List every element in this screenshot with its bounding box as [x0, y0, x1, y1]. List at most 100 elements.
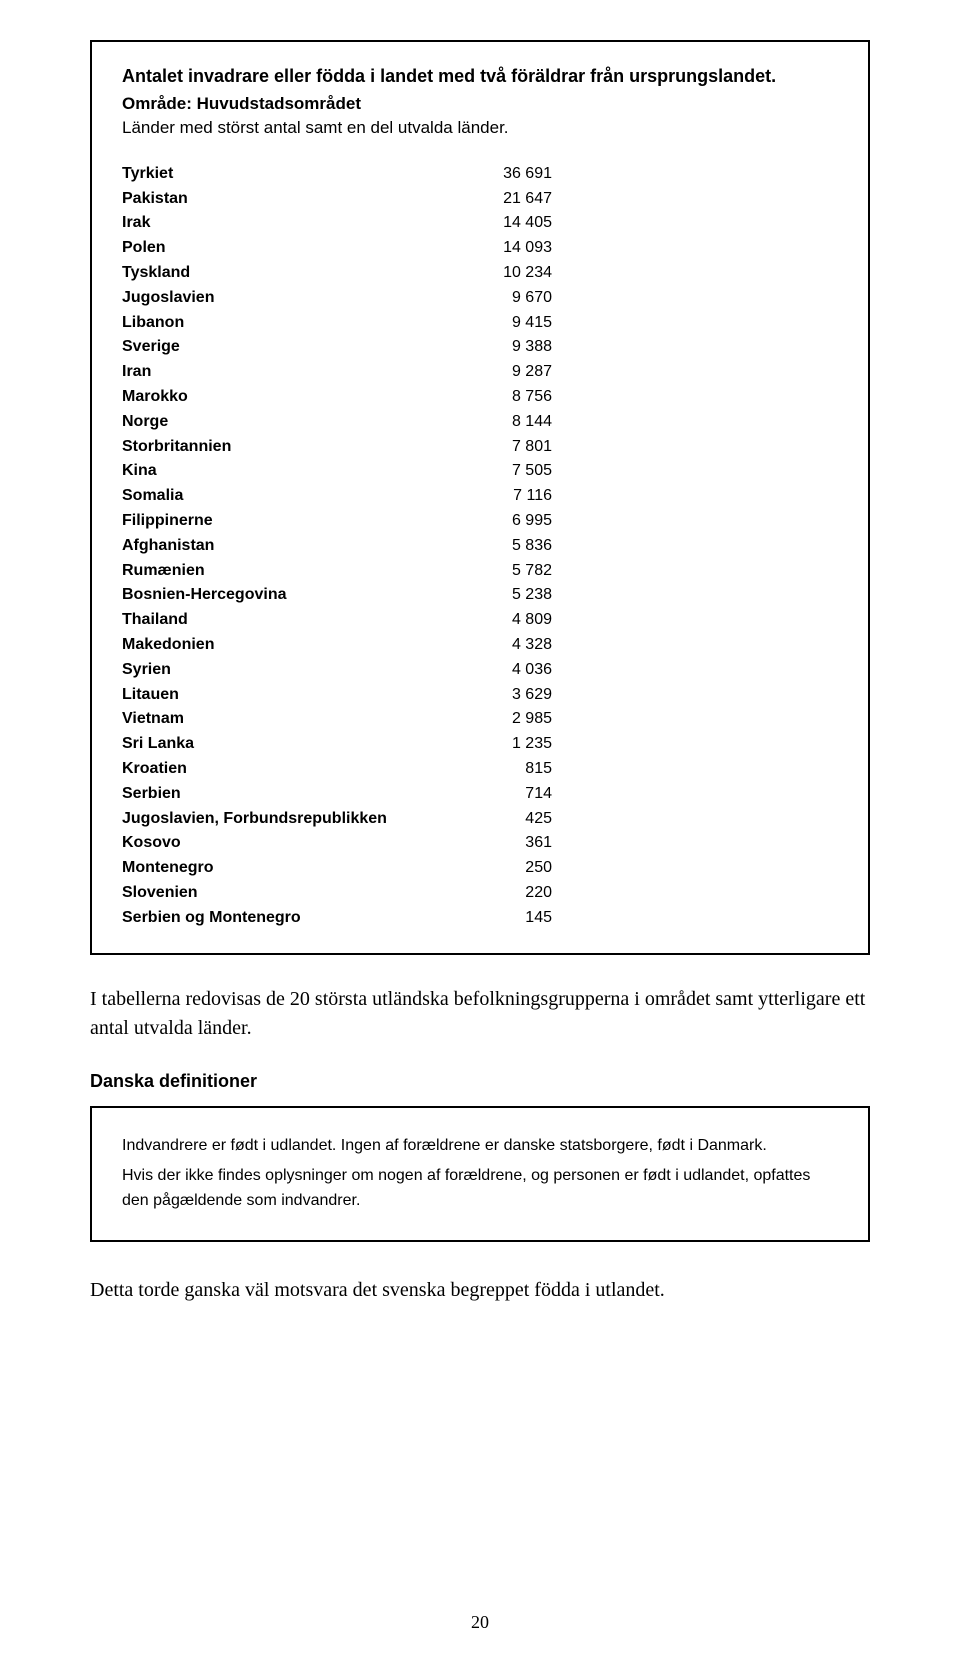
country-value: 4 809 — [462, 608, 552, 633]
table-row: Afghanistan5 836 — [122, 534, 838, 559]
table-row: Norge8 144 — [122, 410, 838, 435]
country-value: 9 415 — [462, 311, 552, 336]
section-heading-definitions: Danska definitioner — [90, 1071, 870, 1092]
country-value: 7 801 — [462, 435, 552, 460]
country-value: 8 756 — [462, 385, 552, 410]
table-row: Serbien714 — [122, 782, 838, 807]
box-subheading-area: Område: Huvudstadsområdet — [122, 92, 838, 116]
table-row: Pakistan21 647 — [122, 187, 838, 212]
country-label: Filippinerne — [122, 509, 462, 534]
table-row: Litauen3 629 — [122, 683, 838, 708]
country-label: Makedonien — [122, 633, 462, 658]
country-label: Storbritannien — [122, 435, 462, 460]
country-label: Serbien og Montenegro — [122, 906, 462, 931]
country-value: 815 — [462, 757, 552, 782]
country-label: Kosovo — [122, 831, 462, 856]
country-label: Iran — [122, 360, 462, 385]
page: Antalet invadrare eller födda i landet m… — [0, 0, 960, 1657]
country-label: Polen — [122, 236, 462, 261]
country-label: Jugoslavien — [122, 286, 462, 311]
table-row: Storbritannien7 801 — [122, 435, 838, 460]
table-row: Tyskland10 234 — [122, 261, 838, 286]
country-label: Afghanistan — [122, 534, 462, 559]
country-value: 5 782 — [462, 559, 552, 584]
country-label: Bosnien-Hercegovina — [122, 583, 462, 608]
country-label: Thailand — [122, 608, 462, 633]
country-value: 5 238 — [462, 583, 552, 608]
country-label: Serbien — [122, 782, 462, 807]
country-value: 6 995 — [462, 509, 552, 534]
box-heading: Antalet invadrare eller födda i landet m… — [122, 64, 838, 88]
table-row: Marokko8 756 — [122, 385, 838, 410]
country-value: 5 836 — [462, 534, 552, 559]
country-value: 4 036 — [462, 658, 552, 683]
country-label: Vietnam — [122, 707, 462, 732]
table-row: Sverige9 388 — [122, 335, 838, 360]
country-value: 10 234 — [462, 261, 552, 286]
table-row: Montenegro250 — [122, 856, 838, 881]
country-value: 3 629 — [462, 683, 552, 708]
country-value: 425 — [462, 807, 552, 832]
country-label: Marokko — [122, 385, 462, 410]
table-row: Jugoslavien, Forbundsrepublikken425 — [122, 807, 838, 832]
country-value: 7 116 — [462, 484, 552, 509]
page-number: 20 — [0, 1612, 960, 1633]
country-value: 14 093 — [462, 236, 552, 261]
table-row: Libanon9 415 — [122, 311, 838, 336]
country-label: Norge — [122, 410, 462, 435]
table-row: Syrien4 036 — [122, 658, 838, 683]
table-row: Kosovo361 — [122, 831, 838, 856]
country-label: Kina — [122, 459, 462, 484]
country-value: 2 985 — [462, 707, 552, 732]
paragraph-1: I tabellerna redovisas de 20 största utl… — [90, 985, 870, 1043]
definition-box: Indvandrere er født i udlandet. Ingen af… — [90, 1106, 870, 1242]
statistics-box: Antalet invadrare eller födda i landet m… — [90, 40, 870, 955]
country-label: Sri Lanka — [122, 732, 462, 757]
table-row: Bosnien-Hercegovina5 238 — [122, 583, 838, 608]
country-value: 9 388 — [462, 335, 552, 360]
country-label: Libanon — [122, 311, 462, 336]
table-row: Slovenien220 — [122, 881, 838, 906]
table-row: Somalia7 116 — [122, 484, 838, 509]
table-row: Sri Lanka1 235 — [122, 732, 838, 757]
country-label: Tyskland — [122, 261, 462, 286]
country-label: Slovenien — [122, 881, 462, 906]
country-value: 145 — [462, 906, 552, 931]
country-label: Litauen — [122, 683, 462, 708]
table-row: Vietnam2 985 — [122, 707, 838, 732]
table-row: Jugoslavien9 670 — [122, 286, 838, 311]
country-label: Sverige — [122, 335, 462, 360]
country-value: 4 328 — [462, 633, 552, 658]
table-row: Kina7 505 — [122, 459, 838, 484]
table-row: Polen14 093 — [122, 236, 838, 261]
country-value: 7 505 — [462, 459, 552, 484]
table-row: Makedonien4 328 — [122, 633, 838, 658]
country-label: Irak — [122, 211, 462, 236]
country-label: Montenegro — [122, 856, 462, 881]
country-value: 14 405 — [462, 211, 552, 236]
country-label: Syrien — [122, 658, 462, 683]
table-row: Thailand4 809 — [122, 608, 838, 633]
box-subheading-note: Länder med störst antal samt en del utva… — [122, 116, 838, 140]
country-value: 21 647 — [462, 187, 552, 212]
country-table: Tyrkiet36 691Pakistan21 647Irak14 405Pol… — [122, 162, 838, 931]
country-label: Jugoslavien, Forbundsrepublikken — [122, 807, 462, 832]
definition-line-1: Indvandrere er født i udlandet. Ingen af… — [122, 1134, 838, 1159]
table-row: Tyrkiet36 691 — [122, 162, 838, 187]
country-label: Pakistan — [122, 187, 462, 212]
country-value: 220 — [462, 881, 552, 906]
table-row: Iran9 287 — [122, 360, 838, 385]
country-value: 1 235 — [462, 732, 552, 757]
table-row: Serbien og Montenegro145 — [122, 906, 838, 931]
country-label: Somalia — [122, 484, 462, 509]
table-row: Irak14 405 — [122, 211, 838, 236]
country-value: 9 670 — [462, 286, 552, 311]
table-row: Filippinerne6 995 — [122, 509, 838, 534]
country-value: 9 287 — [462, 360, 552, 385]
country-value: 250 — [462, 856, 552, 881]
table-row: Kroatien815 — [122, 757, 838, 782]
definition-line-2: Hvis der ikke findes oplysninger om noge… — [122, 1164, 838, 1214]
country-value: 8 144 — [462, 410, 552, 435]
country-label: Rumænien — [122, 559, 462, 584]
country-value: 361 — [462, 831, 552, 856]
